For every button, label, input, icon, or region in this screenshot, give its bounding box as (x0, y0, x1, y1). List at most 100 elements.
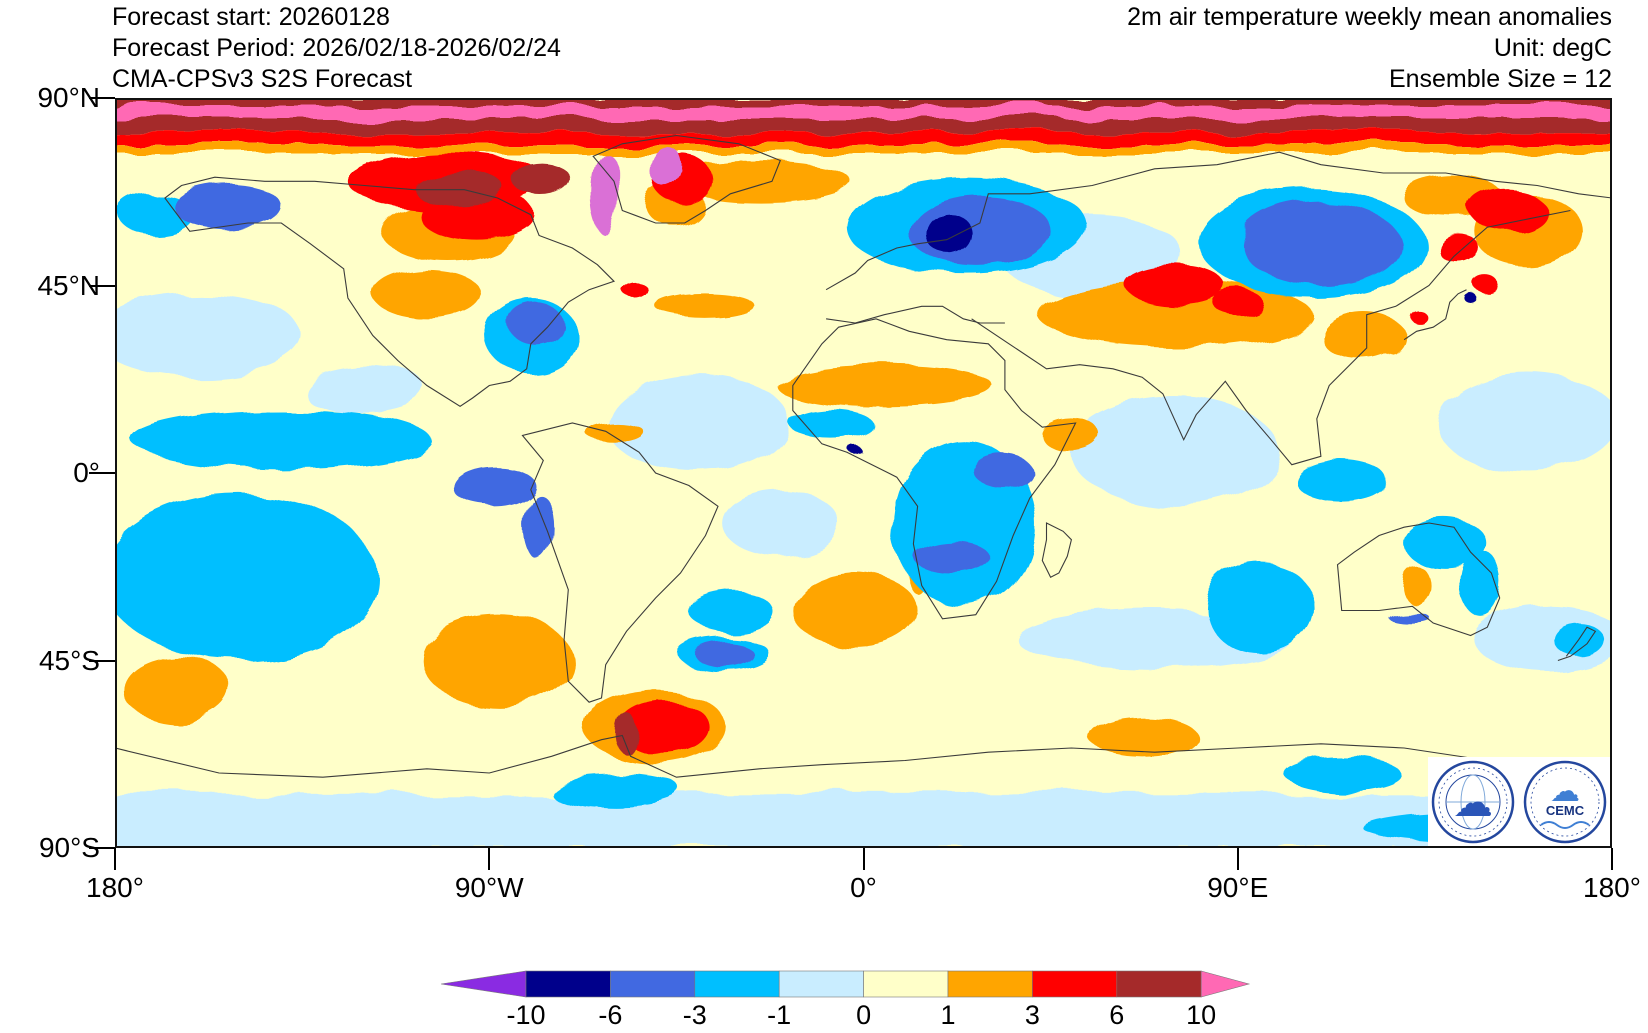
coastline (1403, 289, 1467, 341)
coastline (825, 151, 1610, 291)
cma-logo: ☁ (1431, 760, 1515, 844)
anomaly-band (117, 144, 1610, 153)
coastlines (117, 134, 1610, 778)
anomaly-blob (514, 164, 573, 198)
anomaly-blob (584, 420, 644, 442)
anomaly-blob (848, 445, 862, 455)
anomaly-blob (1212, 289, 1263, 315)
anomaly-blob (1320, 310, 1405, 361)
y-axis-tick (89, 472, 115, 474)
anomaly-blob (788, 408, 872, 438)
cma-cloud-icon: ☁ (1453, 781, 1493, 825)
anomaly-blob (1464, 293, 1477, 303)
anomaly-blob (1437, 373, 1610, 473)
colorbar-segment (610, 970, 696, 998)
anomaly-blob (655, 293, 756, 319)
header-left: Forecast start: 20260128 Forecast Period… (112, 2, 561, 95)
colorbar-segment (947, 970, 1033, 998)
anomaly-blob (524, 493, 554, 561)
anomaly-blob (688, 589, 773, 632)
anomaly-blob (1408, 308, 1425, 321)
colorbar-segment (863, 970, 949, 998)
x-axis-tick (862, 848, 865, 870)
anomaly-blob (693, 639, 752, 665)
colorbar-label: -6 (598, 1000, 623, 1030)
anomaly-band (117, 132, 1610, 145)
x-axis-tick (1236, 848, 1239, 870)
anomaly-blob (722, 489, 839, 557)
y-axis-label: 90°N (37, 82, 100, 113)
anomaly-blob (971, 452, 1030, 486)
y-axis-label: 0° (73, 457, 100, 488)
forecast-period-text: Forecast Period: 2026/02/18-2026/02/24 (112, 34, 561, 62)
y-axis-tick (89, 847, 115, 849)
anomaly-blob (1387, 611, 1430, 622)
anomaly-blob (1474, 606, 1610, 673)
colorbar-label: 10 (1186, 1000, 1217, 1030)
anomaly-blob (1241, 202, 1400, 286)
x-axis-tick (114, 848, 116, 870)
coastline (971, 209, 1571, 466)
anomaly-blob (547, 773, 681, 807)
anomaly-blob (1402, 566, 1432, 605)
colorbar-arrow-right (1200, 970, 1251, 998)
anomaly-blob (591, 152, 621, 236)
coastline (592, 134, 782, 224)
anomaly-blob (1474, 277, 1500, 294)
y-axis-label: 45°N (37, 269, 100, 301)
anomaly-blob (1404, 518, 1488, 569)
anomaly-blob (451, 464, 535, 507)
model-name-text: CMA-CPSv3 S2S Forecast (112, 65, 413, 93)
y-axis-tick (89, 97, 115, 99)
coastline (1557, 626, 1597, 662)
anomaly-blob (622, 281, 648, 298)
colorbar-label: 3 (1024, 1000, 1040, 1030)
anomaly-blob (1204, 560, 1313, 653)
anomaly-blob (1462, 552, 1504, 619)
anomaly-blob (422, 614, 573, 707)
x-axis-label: 90°W (454, 872, 524, 903)
coastline (1336, 522, 1501, 637)
coastline (164, 176, 616, 407)
header-right: 2m air temperature weekly mean anomalies… (1127, 2, 1612, 95)
x-axis-tick (1611, 848, 1613, 870)
anomaly-blob (302, 364, 427, 415)
anomaly-blob (776, 364, 993, 407)
x-axis-tick (488, 848, 491, 870)
anomaly-blob (618, 700, 710, 755)
colorbar-label: 0 (856, 1000, 872, 1030)
y-axis-label: 90°S (38, 832, 100, 863)
colorbar-segment (525, 970, 611, 998)
anomaly-band (117, 793, 1610, 846)
anomaly-field (117, 100, 1610, 846)
ensemble-size-text: Ensemble Size = 12 (1388, 65, 1612, 93)
cemc-cloud-icon: ☁ (1550, 775, 1580, 808)
map-svg: ☁ ☁CEMC (115, 98, 1612, 848)
anomaly-blob (913, 539, 989, 573)
anomaly-blob (1042, 418, 1101, 453)
coastline (792, 318, 1077, 620)
anomaly-blob (372, 268, 481, 319)
x-axis-label: 0° (850, 872, 877, 903)
x-axis-label: 180° (1583, 872, 1641, 903)
x-axis-label: 90°E (1207, 872, 1269, 903)
anomaly-blob (173, 183, 282, 230)
anomaly-band (117, 105, 1610, 118)
anomaly-blob (1071, 398, 1280, 507)
coastline (117, 734, 1610, 778)
logo-box: ☁ ☁CEMC (1428, 757, 1612, 848)
anomaly-blob (123, 656, 232, 724)
y-axis-label: 45°S (38, 644, 100, 676)
anomaly-blob (131, 410, 432, 469)
anomaly-map: ☁ ☁ CEMC (115, 98, 1612, 848)
anomaly-blob (1088, 714, 1197, 757)
y-axis-tick (89, 659, 115, 662)
anomaly-blob (792, 573, 918, 648)
anomaly-blob (605, 373, 789, 473)
cemc-logo: ☁CEMC (1523, 760, 1607, 844)
anomaly-blob (668, 160, 852, 203)
colorbar (440, 970, 1251, 998)
anomaly-blob (117, 493, 377, 661)
colorbar-segment (1116, 970, 1202, 998)
